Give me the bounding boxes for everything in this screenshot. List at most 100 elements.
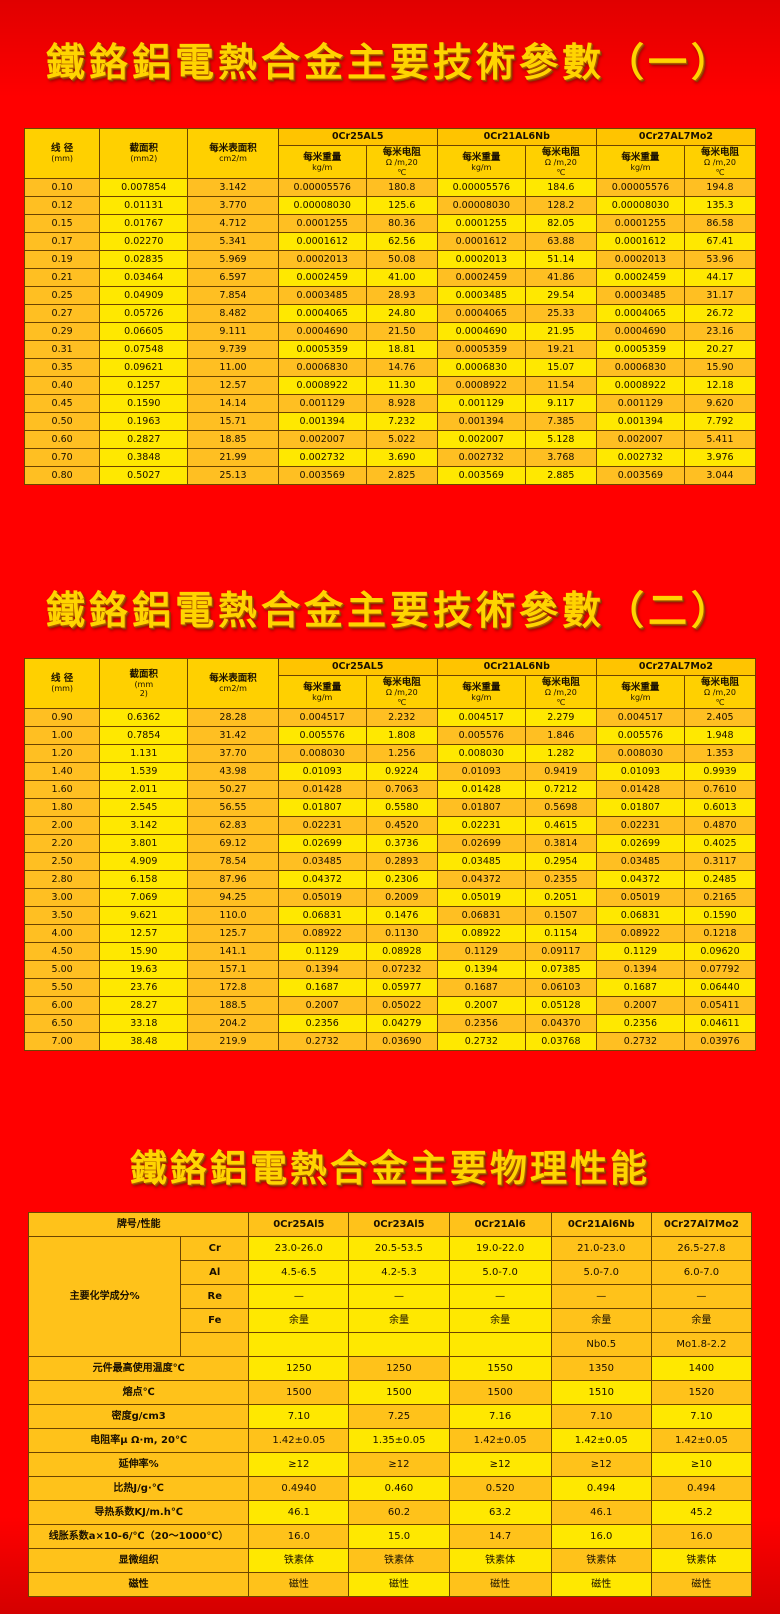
table-cell: — xyxy=(248,1284,350,1309)
table-cell: 1500 xyxy=(248,1380,350,1405)
table2-body: 0.90 0.6362 28.28 0.004517 2.232 0.004517 2.27… xyxy=(23,708,757,1052)
table-cell: 5.411 xyxy=(683,430,757,450)
table-cell: 0.01093 xyxy=(595,762,685,782)
table-cell: 0.07232 xyxy=(365,960,438,980)
table-cell: 0.1154 xyxy=(524,924,597,944)
table-cell: 37.70 xyxy=(187,744,279,764)
property-label: 延伸率% xyxy=(27,1452,250,1477)
table-cell: 磁性 xyxy=(448,1572,552,1597)
table-cell: 1.948 xyxy=(683,726,757,746)
table-cell: 1400 xyxy=(650,1356,753,1381)
table-cell: 0.00005576 xyxy=(277,178,367,198)
table-cell: 33.18 xyxy=(99,1014,189,1034)
table-cell: 0.1687 xyxy=(277,978,367,998)
th-resistance-c-label: 每米电阻 xyxy=(700,147,739,158)
th-weight-a-label: 每米重量 xyxy=(303,151,342,163)
table-cell: 2.20 xyxy=(23,834,101,854)
th2-surface-label: 每米表面积 xyxy=(209,673,257,685)
table-cell: 0.4615 xyxy=(524,816,597,836)
table-row: 1.20 1.131 37.70 0.008030 1.256 0.008030 1.282… xyxy=(23,744,757,764)
table-cell: 14.7 xyxy=(448,1524,552,1549)
table-cell: ≥12 xyxy=(348,1452,450,1477)
table-cell: 0.1476 xyxy=(365,906,438,926)
table-cell: 23.76 xyxy=(99,978,189,998)
table-row: 磁性 磁性 磁性 磁性 磁性 磁性 xyxy=(27,1572,753,1597)
table-cell: 1350 xyxy=(550,1356,652,1381)
table-cell xyxy=(248,1332,350,1357)
table-cell: 0.17 xyxy=(23,232,101,252)
table-cell: 0.1394 xyxy=(436,960,526,980)
table-cell: 0.05022 xyxy=(365,996,438,1016)
th-diameter-unit: (mm) xyxy=(51,154,74,164)
table-cell: 0.5580 xyxy=(365,798,438,818)
table-cell: 60.2 xyxy=(348,1500,450,1525)
table-cell: 9.111 xyxy=(187,322,279,342)
table-cell: 0.9939 xyxy=(683,762,757,782)
table-cell: 0.02231 xyxy=(277,816,367,836)
th-weight-a: 每米重量 kg/m xyxy=(277,144,367,180)
table-cell: 0.0004690 xyxy=(277,322,367,342)
table-cell: 0.05019 xyxy=(277,888,367,908)
table-cell: 0.460 xyxy=(348,1476,450,1501)
table1-head: 线 径 (mm) 截面积 (mm2) 每米表面积 cm2/m 0Cr25AL5 … xyxy=(23,127,757,180)
table-row: 密度g/cm3 7.10 7.25 7.16 7.10 7.10 xyxy=(27,1404,753,1429)
table-cell: 0.003569 xyxy=(277,466,367,486)
table-cell: 0.05019 xyxy=(595,888,685,908)
table-cell: 0.001129 xyxy=(595,394,685,414)
table-cell: 0.1590 xyxy=(683,906,757,926)
table-cell: 1550 xyxy=(448,1356,552,1381)
table-cell: 铁素体 xyxy=(348,1548,450,1573)
table-cell: 7.00 xyxy=(23,1032,101,1052)
table-cell: 2.405 xyxy=(683,708,757,728)
table-cell: 0.0003485 xyxy=(277,286,367,306)
table-cell: 0.2485 xyxy=(683,870,757,890)
table-row: 主要化学成分% Cr 23.0-26.0 20.5-53.5 19.0-22.0 21.0… xyxy=(27,1236,753,1357)
table-cell: Nb0.5 xyxy=(550,1332,652,1357)
th2-resistance-c-label: 每米电阻 xyxy=(700,677,739,688)
table-cell: 2.00 xyxy=(23,816,101,836)
table-cell: 0.01807 xyxy=(595,798,685,818)
table-cell: 7.25 xyxy=(348,1404,450,1429)
table-cell: 0.002732 xyxy=(595,448,685,468)
table-cell: 3.768 xyxy=(524,448,597,468)
table-cell: 15.90 xyxy=(99,942,189,962)
table-cell: 0.3848 xyxy=(99,448,189,468)
table-cell: 9.620 xyxy=(683,394,757,414)
page-title-part-3: 鐵鉻鋁電熱合金主要物理性能 xyxy=(130,1146,650,1190)
table-cell: 1510 xyxy=(550,1380,652,1405)
th2-weight-a: 每米重量 kg/m xyxy=(277,674,367,710)
table-cell: 0.60 xyxy=(23,430,101,450)
table-cell: 0.0001255 xyxy=(277,214,367,234)
table-cell: 1.42±0.05 xyxy=(248,1428,350,1453)
composition-element-label: Re xyxy=(180,1284,250,1309)
table-cell: 15.07 xyxy=(524,358,597,378)
table-cell: 180.8 xyxy=(365,178,438,198)
th-alloy-0cr21al6nb: 0Cr21AL6Nb xyxy=(436,128,597,146)
table-cell: 67.41 xyxy=(683,232,757,252)
table-cell: 0.04611 xyxy=(683,1014,757,1034)
table-cell: 0.04909 xyxy=(99,286,189,306)
table-cell: 0.06605 xyxy=(99,322,189,342)
table-row: 1.60 2.011 50.27 0.01428 0.7063 0.01428 0.7212… xyxy=(23,780,757,800)
table-cell: 141.1 xyxy=(187,942,279,962)
th-resistance-c-unit2: ℃ xyxy=(715,167,725,177)
th-area-unit: (mm2) xyxy=(130,154,158,164)
table-cell: 0.7063 xyxy=(365,780,438,800)
table-cell: 0.09620 xyxy=(683,942,757,962)
th-alloy-0cr25al5: 0Cr25AL5 xyxy=(277,128,438,146)
table-cell: 1.20 xyxy=(23,744,101,764)
table-cell: 0.06831 xyxy=(595,906,685,926)
table-cell: 41.86 xyxy=(524,268,597,288)
th2-resistance-a-label: 每米电阻 xyxy=(382,677,421,688)
th2-weight-c-unit: kg/m xyxy=(630,692,651,702)
table-cell: 0.01428 xyxy=(595,780,685,800)
th2-weight-b-label: 每米重量 xyxy=(462,681,501,693)
th-resistance-c: 每米电阻 Ω /m,20 ℃ xyxy=(683,144,757,180)
table2-head-row-2: 每米重量 kg/m 每米电阻 Ω /m,20 ℃ 每米重量 kg/m 每米电阻 … xyxy=(25,674,757,710)
property-label: 显微组织 xyxy=(27,1548,250,1573)
table-cell: 23.0-26.0 xyxy=(248,1236,350,1261)
table-cell: 3.00 xyxy=(23,888,101,908)
table-cell: 0.2732 xyxy=(277,1032,367,1052)
table-cell: 7.10 xyxy=(550,1404,652,1429)
property-label: 元件最高使用温度℃ xyxy=(27,1356,250,1381)
